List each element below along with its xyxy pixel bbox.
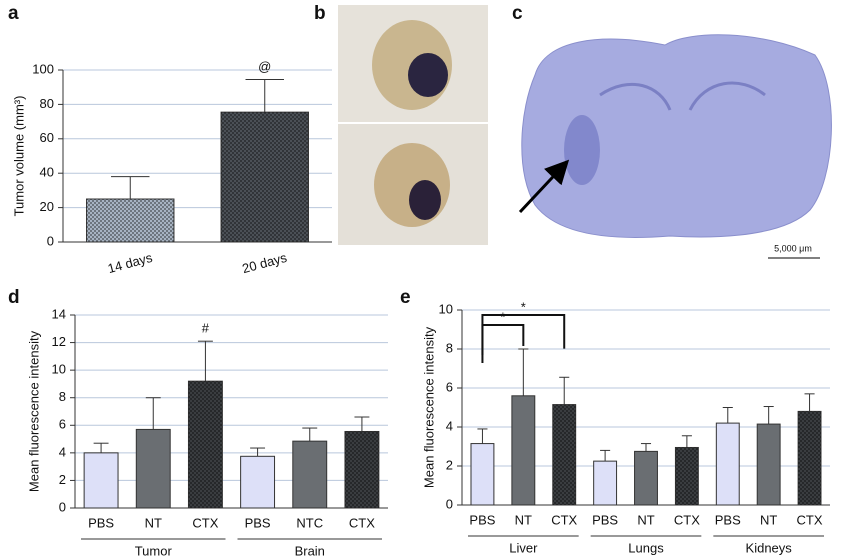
group-label: Kidneys (746, 540, 793, 555)
significance-bracket (481, 324, 525, 355)
group-label: Tumor (135, 543, 173, 558)
bar (240, 455, 276, 509)
bar (593, 460, 618, 506)
significance-mark: * (500, 309, 505, 324)
y-tick-label: 6 (446, 379, 453, 394)
bar-texture (552, 404, 576, 505)
x-tick-label: PBS (715, 512, 741, 527)
y-tick-label: 8 (59, 389, 66, 404)
tumor (409, 180, 441, 220)
bar-texture (798, 411, 822, 505)
panel-label: b (314, 3, 326, 24)
panel-label: d (8, 287, 20, 308)
bar-texture (188, 381, 223, 508)
x-tick-label: CTX (674, 512, 700, 527)
brain-photo (374, 143, 450, 227)
scale-label: 5,000 μm (774, 243, 812, 253)
panel-label: c (512, 3, 523, 24)
x-tick-label: NTC (296, 515, 323, 530)
bar (715, 422, 740, 506)
x-tick-label: PBS (88, 515, 114, 530)
y-tick-label: 2 (59, 472, 66, 487)
bar (135, 428, 171, 509)
tumor (408, 53, 448, 97)
panel-label: a (8, 3, 19, 24)
x-tick-label: PBS (245, 515, 271, 530)
annotation: # (202, 321, 210, 336)
bar (634, 450, 658, 506)
bar-texture (344, 431, 379, 508)
group-label: Brain (295, 543, 325, 558)
x-tick-label: CTX (797, 512, 823, 527)
x-tick-label: PBS (469, 512, 495, 527)
y-axis-label: Mean fluorescence intensity (26, 330, 41, 492)
photo-panel (338, 5, 488, 245)
x-tick-label: CTX (349, 515, 375, 530)
bar (83, 452, 119, 509)
bar (470, 443, 495, 506)
bar (292, 440, 328, 509)
group-label: Liver (509, 540, 538, 555)
x-tick-label: 14 days (106, 250, 154, 276)
y-tick-label: 4 (446, 418, 453, 433)
brain-section (521, 34, 832, 239)
y-axis-label: Tumor volume (mm³) (11, 96, 26, 217)
x-tick-label: NT (515, 512, 532, 527)
bar-texture (221, 112, 309, 242)
y-tick-label: 6 (59, 417, 66, 432)
y-tick-label: 4 (59, 444, 66, 459)
y-tick-label: 10 (439, 301, 453, 316)
panel-label: e (400, 287, 411, 308)
y-tick-label: 8 (446, 340, 453, 355)
annotation: @ (258, 59, 271, 74)
histology-panel: 5,000 μm (518, 34, 832, 259)
bar-texture (675, 447, 699, 505)
significance-bracket (481, 314, 566, 363)
y-tick-label: 60 (40, 130, 54, 145)
y-tick-label: 12 (52, 334, 66, 349)
x-tick-label: NT (637, 512, 654, 527)
y-tick-label: 20 (40, 199, 54, 214)
bar (511, 395, 536, 506)
x-tick-label: 20 days (241, 250, 289, 276)
x-tick-label: NT (760, 512, 777, 527)
significance-mark: * (521, 299, 526, 314)
group-label: Lungs (628, 540, 664, 555)
bar (756, 423, 781, 506)
y-tick-label: 80 (40, 96, 54, 111)
y-tick-label: 0 (446, 496, 453, 511)
y-tick-label: 10 (52, 362, 66, 377)
arrow (518, 159, 570, 214)
tumor-region (564, 115, 600, 185)
y-tick-label: 0 (47, 233, 54, 248)
y-tick-label: 2 (446, 457, 453, 472)
x-tick-label: NT (145, 515, 162, 530)
y-tick-label: 40 (40, 165, 54, 180)
x-tick-label: CTX (192, 515, 218, 530)
ventricle (599, 81, 766, 111)
y-tick-label: 14 (52, 306, 66, 321)
x-tick-label: CTX (551, 512, 577, 527)
x-tick-label: PBS (592, 512, 618, 527)
y-axis-label: Mean fluorescence intensity (421, 326, 436, 488)
y-tick-label: 0 (59, 499, 66, 514)
y-tick-label: 100 (32, 61, 54, 76)
bar-texture (86, 199, 174, 242)
